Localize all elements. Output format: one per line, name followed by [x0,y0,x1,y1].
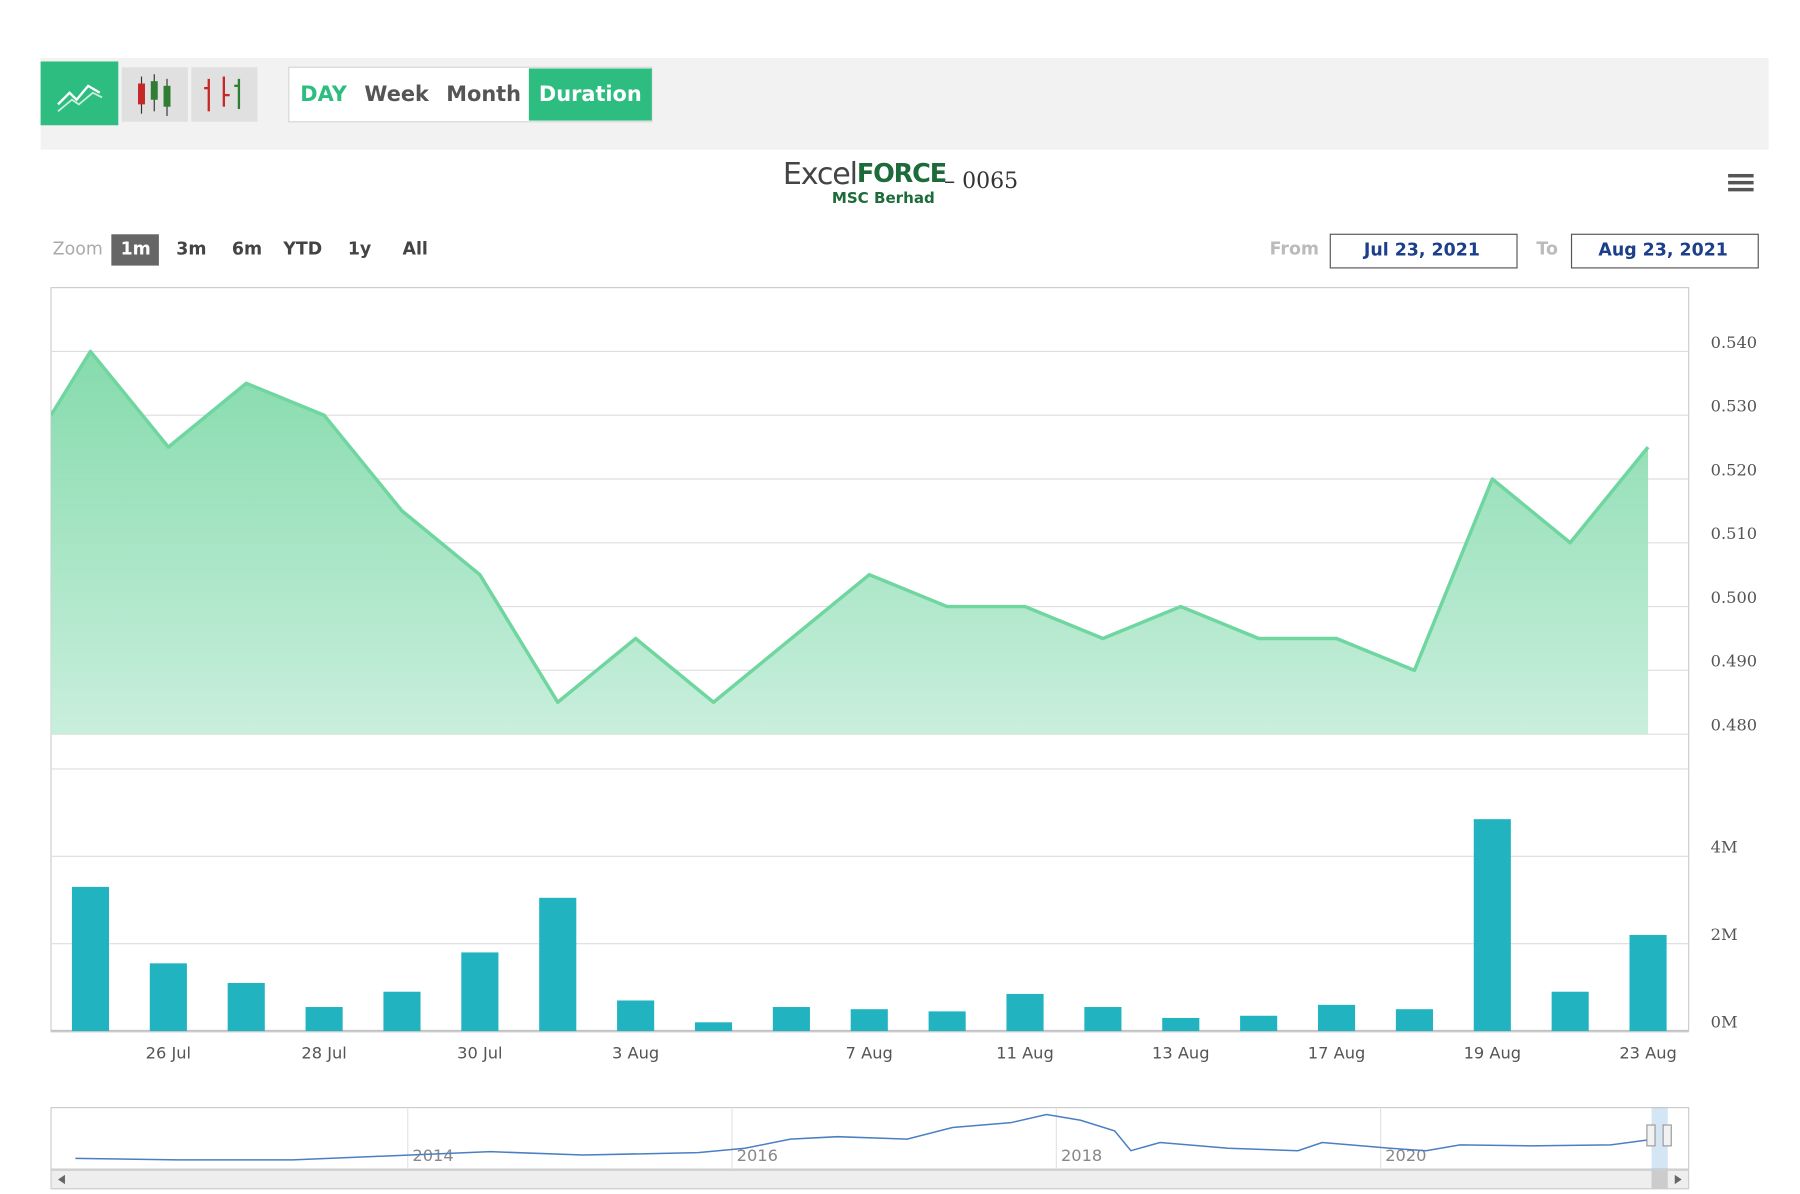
volume-bar [850,1009,888,1032]
volume-bar [71,886,110,1032]
x-tick-label: 11 Aug [996,1044,1053,1063]
scrollbar[interactable] [50,1169,1690,1190]
x-tick-label: 23 Aug [1619,1044,1676,1063]
y-tick-label: 0.530 [1711,397,1757,416]
to-label: To [1536,239,1558,259]
volume-bar [1551,991,1589,1032]
navigator-handle[interactable] [1662,1124,1672,1147]
zoom-button[interactable]: 3m [176,239,206,259]
y-tick-label: 0M [1711,1012,1738,1031]
volume-bar [227,982,265,1032]
menu-button[interactable] [1728,173,1754,192]
price-series [51,349,1650,735]
x-tick-label: 3 Aug [612,1044,659,1063]
range-button[interactable]: Month [446,82,521,106]
zoom-active-bg [111,234,159,266]
volume-bar [772,1007,810,1032]
x-tick-label: 28 Jul [301,1044,346,1063]
to-date: Aug 23, 2021 [1598,241,1728,261]
y-tick-label: 0.500 [1711,588,1757,607]
navigator-tick-label: 2016 [737,1146,778,1165]
navigator-mask[interactable] [1651,1107,1668,1170]
scrollbar-thumb[interactable] [1651,1170,1668,1189]
y-tick-label: 0.490 [1711,652,1757,671]
symbol: – 0065 [944,169,1018,194]
x-tick-label: 17 Aug [1308,1044,1365,1063]
scroll-left[interactable] [57,1174,65,1185]
y-tick-label: 0.520 [1711,460,1757,479]
volume-bar [1629,934,1667,1032]
y-tick-label: 4M [1711,838,1738,857]
logo-part: FORCE [857,159,946,189]
price-line [51,349,1650,704]
from-date: Jul 23, 2021 [1363,241,1480,261]
volume-bar [1006,993,1044,1032]
x-tick-label: 30 Jul [457,1044,502,1063]
x-tick-label: 19 Aug [1464,1044,1521,1063]
zoom-label: Zoom [53,239,103,259]
logo: ExcelFORCE [783,157,946,192]
volume-bar [1395,1009,1433,1032]
volume-bar [539,897,577,1032]
x-tick-label: 26 Jul [146,1044,191,1063]
scroll-right[interactable] [1674,1174,1682,1185]
y-tick-label: 2M [1711,925,1738,944]
volume-bar [694,1022,733,1032]
volume-bar [928,1011,966,1032]
range-active-bg [528,68,652,121]
volume-bar [617,1000,655,1032]
zoom-button[interactable]: 6m [232,239,262,259]
navigator-tick-label: 2018 [1061,1146,1102,1165]
volume-bar [305,1007,343,1032]
volume-bar [1162,1017,1200,1032]
volume-bar [1317,1004,1356,1032]
y-tick-label: 0.540 [1711,333,1757,352]
zoom-button[interactable]: 1m [121,239,151,259]
range-button[interactable]: Duration [539,82,642,106]
volume-bar [149,963,187,1032]
navigator-tick-label: 2014 [412,1146,453,1165]
x-tick-label: 7 Aug [846,1044,893,1063]
zoom-button[interactable]: 1y [348,239,372,259]
logo-part: Excel [783,157,857,192]
ohlc-button[interactable] [191,67,258,122]
y-tick-label: 0.480 [1711,716,1757,735]
zoom-button[interactable]: YTD [282,239,322,259]
volume-bar [461,952,499,1032]
x-tick-label: 13 Aug [1152,1044,1209,1063]
from-input[interactable] [1329,233,1518,269]
volume-bar [383,991,421,1032]
volume-bar [1084,1007,1122,1032]
zoom-button[interactable]: All [403,239,428,259]
price-area [51,351,1649,735]
from-label: From [1270,239,1319,259]
to-input[interactable] [1570,233,1759,269]
logo-sub: MSC Berhad [832,189,935,207]
volume-bar [1240,1015,1278,1032]
candlestick-button[interactable] [121,67,188,122]
navigator-line [75,1113,1647,1161]
volume-bar [1473,819,1511,1032]
range-button[interactable]: DAY [300,82,347,106]
y-tick-label: 0.510 [1711,524,1757,543]
range-button[interactable]: Week [364,82,430,106]
line-chart-button[interactable] [40,61,119,126]
navigator-handle[interactable] [1646,1124,1656,1147]
